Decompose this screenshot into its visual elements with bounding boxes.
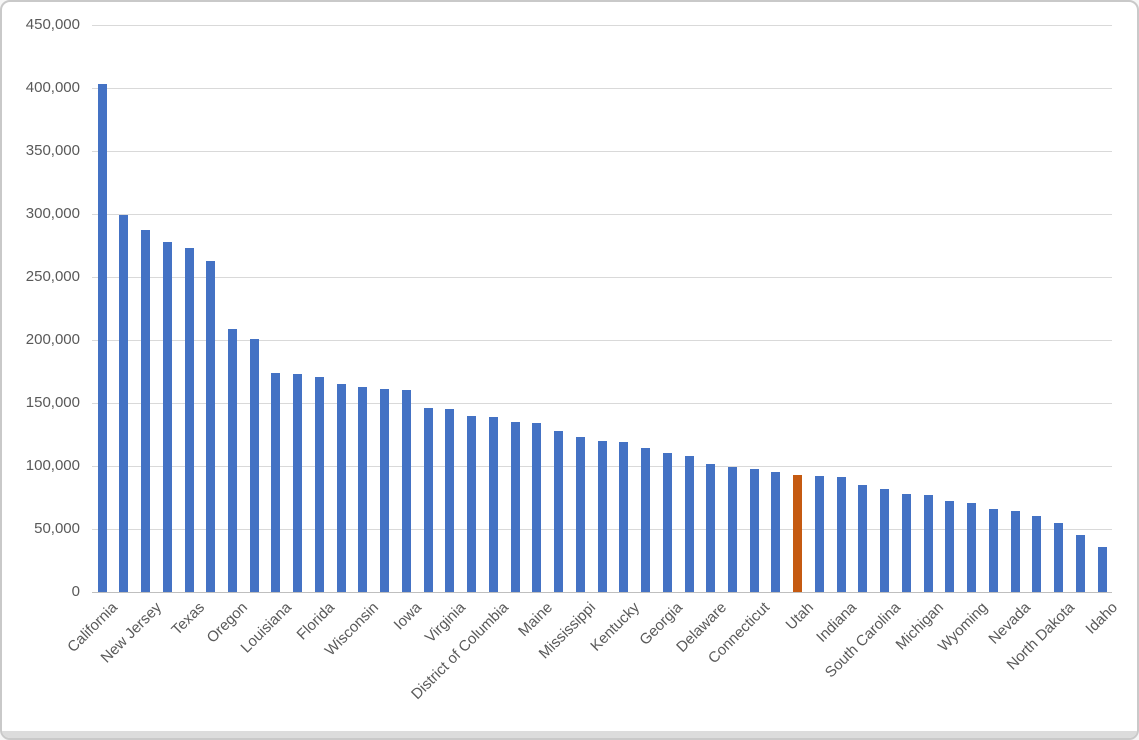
y-gridline bbox=[92, 88, 1112, 89]
bar[interactable] bbox=[858, 484, 868, 592]
y-axis-tick-label: 450,000 bbox=[25, 16, 80, 33]
bar[interactable] bbox=[641, 448, 650, 592]
bar[interactable] bbox=[119, 215, 129, 592]
x-axis-category-label: Idaho bbox=[1082, 599, 1122, 638]
bar[interactable] bbox=[967, 502, 977, 592]
bar[interactable] bbox=[227, 328, 237, 592]
bar[interactable] bbox=[532, 423, 542, 592]
bar[interactable] bbox=[141, 230, 150, 592]
bar[interactable] bbox=[467, 415, 477, 592]
bar[interactable] bbox=[1097, 546, 1107, 592]
y-gridline bbox=[92, 340, 1112, 341]
bar[interactable] bbox=[358, 386, 368, 592]
bar[interactable] bbox=[184, 248, 194, 592]
bar[interactable] bbox=[793, 474, 803, 592]
y-axis-tick-label: 200,000 bbox=[25, 331, 80, 348]
y-axis-tick-label: 400,000 bbox=[25, 79, 80, 96]
bar[interactable] bbox=[488, 416, 498, 592]
bar[interactable] bbox=[510, 421, 520, 592]
bar[interactable] bbox=[771, 472, 781, 592]
bar[interactable] bbox=[445, 409, 455, 592]
bar[interactable] bbox=[945, 501, 955, 592]
bar[interactable] bbox=[597, 440, 607, 592]
bar[interactable] bbox=[619, 442, 629, 592]
bar[interactable] bbox=[380, 389, 390, 592]
bar[interactable] bbox=[662, 453, 672, 592]
y-gridline bbox=[92, 403, 1112, 404]
bar[interactable] bbox=[684, 455, 694, 592]
y-axis-tick-label: 100,000 bbox=[25, 457, 80, 474]
bar[interactable] bbox=[554, 430, 563, 592]
bar[interactable] bbox=[836, 477, 846, 592]
y-axis-tick-label: 350,000 bbox=[25, 142, 80, 159]
bar[interactable] bbox=[206, 260, 216, 592]
bar[interactable] bbox=[1010, 511, 1020, 592]
window-bottom-edge bbox=[2, 731, 1137, 738]
bar[interactable] bbox=[988, 508, 998, 592]
bar[interactable] bbox=[293, 374, 303, 592]
bar[interactable] bbox=[880, 488, 890, 592]
x-axis-category-label: Utah bbox=[782, 599, 817, 634]
bar[interactable] bbox=[423, 408, 433, 592]
bar[interactable] bbox=[271, 372, 281, 592]
y-gridline bbox=[92, 214, 1112, 215]
y-gridline bbox=[92, 151, 1112, 152]
bar[interactable] bbox=[706, 463, 716, 592]
bar[interactable] bbox=[401, 390, 411, 592]
bar[interactable] bbox=[162, 241, 172, 592]
y-axis-tick-label: 250,000 bbox=[25, 268, 80, 285]
bar[interactable] bbox=[923, 495, 933, 592]
y-axis-tick-label: 150,000 bbox=[25, 394, 80, 411]
bar[interactable] bbox=[97, 84, 107, 592]
y-axis-tick-label: 300,000 bbox=[25, 205, 80, 222]
bar[interactable] bbox=[314, 376, 324, 592]
x-axis-category-label: Iowa bbox=[390, 599, 426, 634]
bar[interactable] bbox=[901, 493, 911, 592]
bar[interactable] bbox=[1032, 516, 1042, 592]
bar[interactable] bbox=[814, 476, 824, 592]
bar[interactable] bbox=[575, 437, 585, 592]
x-axis-line bbox=[92, 592, 1112, 593]
bar[interactable] bbox=[749, 468, 759, 592]
y-axis-tick-label: 50,000 bbox=[34, 520, 80, 537]
y-gridline bbox=[92, 25, 1112, 26]
y-axis-tick-label: 0 bbox=[71, 583, 80, 600]
bar[interactable] bbox=[249, 338, 259, 592]
y-gridline bbox=[92, 277, 1112, 278]
bar[interactable] bbox=[336, 384, 346, 592]
bar[interactable] bbox=[1075, 535, 1085, 592]
bar[interactable] bbox=[727, 467, 737, 592]
bar[interactable] bbox=[1054, 522, 1063, 592]
